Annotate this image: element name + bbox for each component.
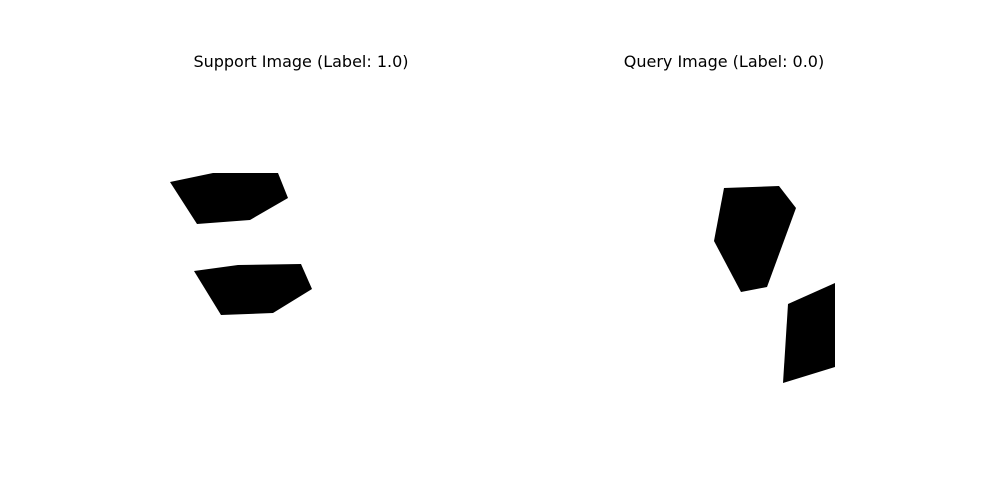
support-shape-upper <box>170 173 288 224</box>
query-image <box>714 186 835 383</box>
query-shape-lower <box>783 283 835 383</box>
query-shape-upper <box>714 186 796 292</box>
support-image-title: Support Image (Label: 1.0) <box>193 52 409 71</box>
support-shape-lower <box>194 264 312 315</box>
query-image-title: Query Image (Label: 0.0) <box>623 52 825 71</box>
support-image <box>170 173 312 315</box>
